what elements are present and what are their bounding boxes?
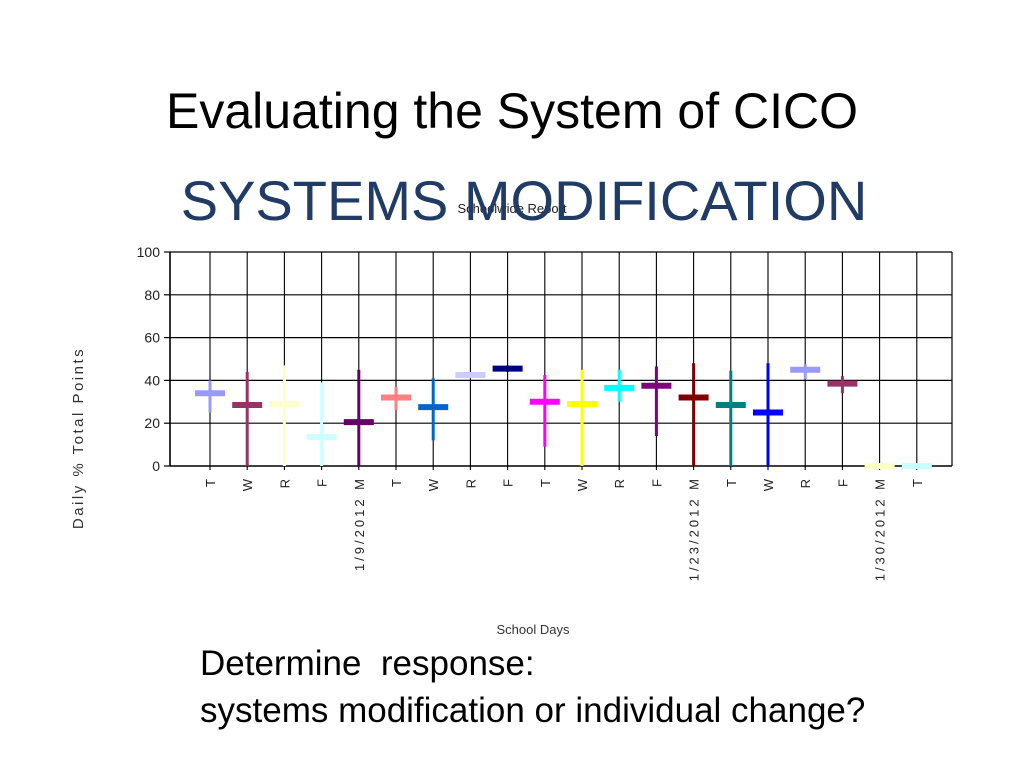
y-axis-label: Daily % Total Points bbox=[70, 347, 87, 529]
body-line-options: systems modification or individual chang… bbox=[200, 691, 866, 730]
x-tick-label: R bbox=[798, 476, 813, 488]
y-tick-label: 60 bbox=[144, 330, 160, 346]
x-tick-label: T bbox=[203, 476, 218, 487]
x-tick-label: F bbox=[835, 476, 850, 487]
x-tick-label: T bbox=[389, 476, 404, 487]
x-tick-label: R bbox=[612, 476, 627, 488]
chart-title: Schoolwide Report bbox=[457, 201, 567, 216]
y-tick-label: 0 bbox=[152, 458, 160, 474]
y-tick-label: 100 bbox=[137, 244, 161, 260]
x-tick-label: 1/9/2012 M bbox=[352, 476, 367, 571]
x-tick-label: 1/23/2012 M bbox=[687, 476, 702, 581]
x-tick-label: 1/30/2012 M bbox=[873, 476, 888, 581]
x-tick-label: T bbox=[724, 476, 739, 487]
body-line-question: Determine response: bbox=[200, 644, 535, 683]
y-tick-label: 80 bbox=[144, 287, 160, 303]
x-tick-label: F bbox=[315, 476, 330, 487]
x-tick-label: F bbox=[501, 476, 516, 487]
x-tick-label: T bbox=[538, 476, 553, 487]
body-text: Determine response: systems modification… bbox=[200, 640, 1000, 734]
x-axis-label: School Days bbox=[497, 622, 570, 637]
x-tick-label: F bbox=[649, 476, 664, 487]
slide-subtitle: SYSTEMS MODIFICATION bbox=[180, 169, 868, 232]
x-tick-label: W bbox=[575, 476, 590, 491]
x-tick-label: T bbox=[910, 476, 925, 487]
x-tick-label: R bbox=[277, 476, 292, 488]
chart: Schoolwide Report 0 20 40 60 80 100 T W R F 1/9/201… bbox=[70, 201, 953, 637]
slide-title: Evaluating the System of CICO bbox=[166, 83, 858, 139]
y-tick-label: 40 bbox=[144, 372, 160, 388]
y-tick-label: 20 bbox=[144, 415, 160, 431]
x-tick-label: R bbox=[463, 476, 478, 488]
x-tick-label: W bbox=[240, 476, 255, 491]
x-tick-label: W bbox=[426, 476, 441, 491]
x-tick-label: W bbox=[761, 476, 776, 491]
